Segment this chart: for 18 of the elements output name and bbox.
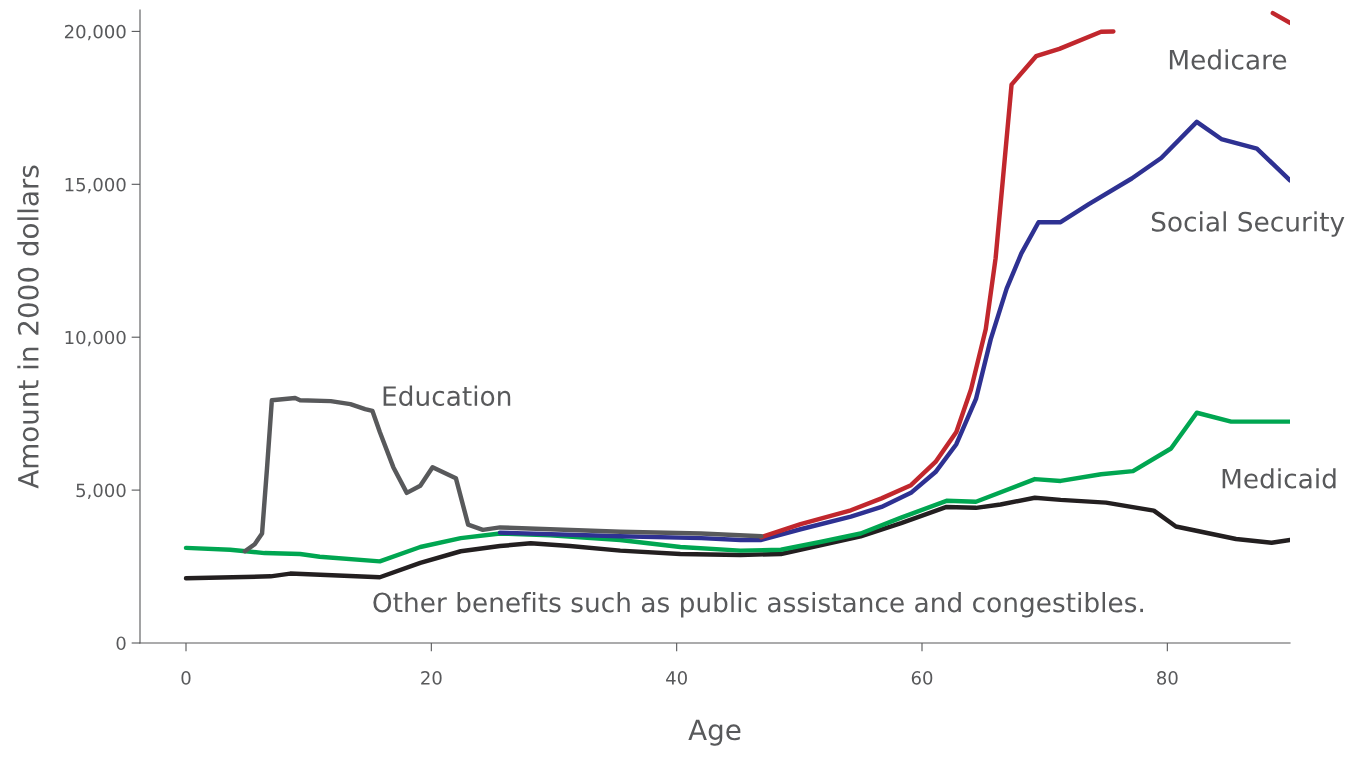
series-label: Other benefits such as public assistance and congestibles.: [373, 592, 1143, 618]
series-label: Social Security: [1151, 211, 1345, 237]
y-tick-label: 20,000: [64, 24, 126, 41]
x-tick-label: 60: [911, 671, 933, 685]
x-tick-label: 40: [666, 671, 687, 685]
series-label: Education: [383, 385, 511, 407]
x-tick-label: 0: [181, 671, 191, 685]
y-tick-label: 0: [116, 636, 126, 651]
y-tick-label: 10,000: [65, 330, 126, 347]
x-tick-label: 80: [1157, 671, 1178, 685]
x-tick-label: 20: [421, 671, 442, 685]
y-axis-title: Amount in 2000 dollars: [17, 165, 39, 489]
series-label: Medicaid: [1222, 468, 1336, 489]
y-tick-label: 15,000: [65, 177, 126, 194]
line-series: [183, 495, 1290, 581]
series-label: Medicare: [1169, 49, 1287, 70]
x-axis-title: Age: [688, 719, 741, 746]
y-tick-label: 5,000: [76, 483, 126, 500]
